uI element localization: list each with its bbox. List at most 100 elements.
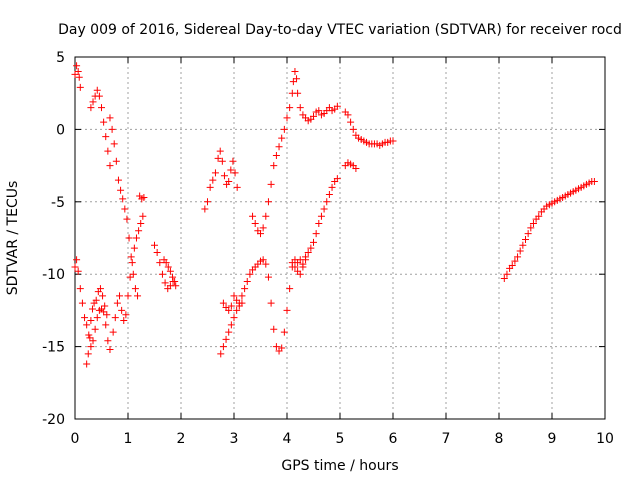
data-point — [294, 89, 302, 97]
data-point — [272, 343, 280, 351]
x-tick-label: 2 — [177, 431, 186, 447]
data-point — [352, 164, 360, 172]
data-point — [83, 321, 91, 329]
data-point — [74, 67, 82, 75]
data-point — [87, 104, 95, 112]
series-sat-l — [219, 292, 246, 314]
x-tick-label: 3 — [230, 431, 239, 447]
data-point — [93, 314, 101, 322]
data-point — [289, 78, 297, 86]
data-point — [275, 143, 283, 151]
data-point — [137, 220, 145, 228]
series-sat-g — [136, 192, 148, 203]
data-point — [99, 292, 107, 300]
data-point — [238, 299, 246, 307]
series-sat-q — [500, 178, 598, 283]
series-sat-b — [71, 256, 114, 353]
x-tick-label: 6 — [389, 431, 398, 447]
data-point — [262, 212, 270, 220]
x-tick-label: 5 — [336, 431, 345, 447]
data-point — [527, 224, 535, 232]
data-point — [296, 270, 304, 278]
data-point — [347, 118, 355, 126]
data-point — [310, 112, 317, 120]
data-point — [96, 285, 104, 293]
data-point — [73, 62, 81, 70]
data-point — [270, 162, 278, 170]
data-point — [230, 314, 238, 322]
data-point — [220, 172, 228, 180]
data-point — [233, 183, 241, 191]
data-point — [259, 256, 267, 264]
data-point — [519, 241, 527, 249]
data-point — [84, 350, 92, 358]
data-point — [267, 180, 275, 188]
grid — [75, 57, 605, 419]
data-point — [87, 343, 95, 351]
data-point — [214, 154, 222, 162]
data-point — [514, 253, 522, 261]
data-point — [85, 331, 93, 339]
data-point — [511, 257, 519, 265]
data-point — [286, 285, 294, 293]
series-sat-o — [341, 108, 397, 149]
data-point — [158, 270, 166, 278]
data-point — [128, 259, 136, 267]
series-sat-n — [288, 175, 341, 278]
data-point — [76, 83, 84, 91]
data-point — [299, 263, 307, 271]
data-point — [233, 296, 241, 304]
data-point — [231, 169, 239, 177]
data-point — [219, 343, 227, 351]
data-point — [257, 230, 264, 238]
data-point — [91, 325, 99, 333]
data-point — [218, 157, 226, 165]
series-sat-c — [83, 285, 111, 368]
data-point — [124, 292, 132, 300]
data-point — [131, 285, 139, 293]
data-point — [323, 198, 331, 206]
data-point — [283, 114, 291, 122]
data-point — [293, 75, 301, 83]
data-point — [508, 262, 516, 270]
y-tick-label: -15 — [42, 340, 65, 356]
data-point — [89, 98, 97, 106]
data-point — [283, 306, 291, 314]
data-point — [104, 337, 112, 345]
data-point — [83, 360, 91, 368]
data-point — [102, 321, 110, 329]
data-point — [229, 157, 237, 165]
data-point — [241, 285, 249, 293]
data-point — [217, 350, 225, 358]
data-point — [161, 279, 169, 287]
data-point — [262, 260, 270, 268]
data-point — [267, 299, 275, 307]
data-point — [302, 253, 310, 261]
data-point — [100, 118, 108, 126]
data-point — [88, 305, 96, 313]
data-point — [328, 183, 336, 191]
data-point — [590, 178, 598, 186]
data-point — [535, 212, 543, 220]
data-point — [76, 285, 84, 293]
y-tick-label: 5 — [56, 50, 65, 66]
data-point — [126, 273, 134, 281]
data-point — [134, 292, 142, 300]
data-point — [296, 104, 304, 112]
data-point — [102, 133, 110, 141]
data-point — [125, 234, 133, 242]
data-point — [118, 306, 126, 314]
data-point — [291, 263, 299, 271]
data-point — [71, 70, 79, 78]
x-tick-label: 10 — [596, 431, 614, 447]
series-sat-p — [341, 159, 360, 172]
data-point — [516, 247, 524, 255]
data-point — [95, 92, 103, 100]
data-point — [500, 275, 508, 283]
data-point — [307, 244, 315, 252]
data-point — [104, 147, 112, 155]
data-point — [127, 253, 135, 261]
y-axis-label: SDTVAR / TECUs — [5, 181, 21, 296]
data-point — [524, 230, 532, 238]
